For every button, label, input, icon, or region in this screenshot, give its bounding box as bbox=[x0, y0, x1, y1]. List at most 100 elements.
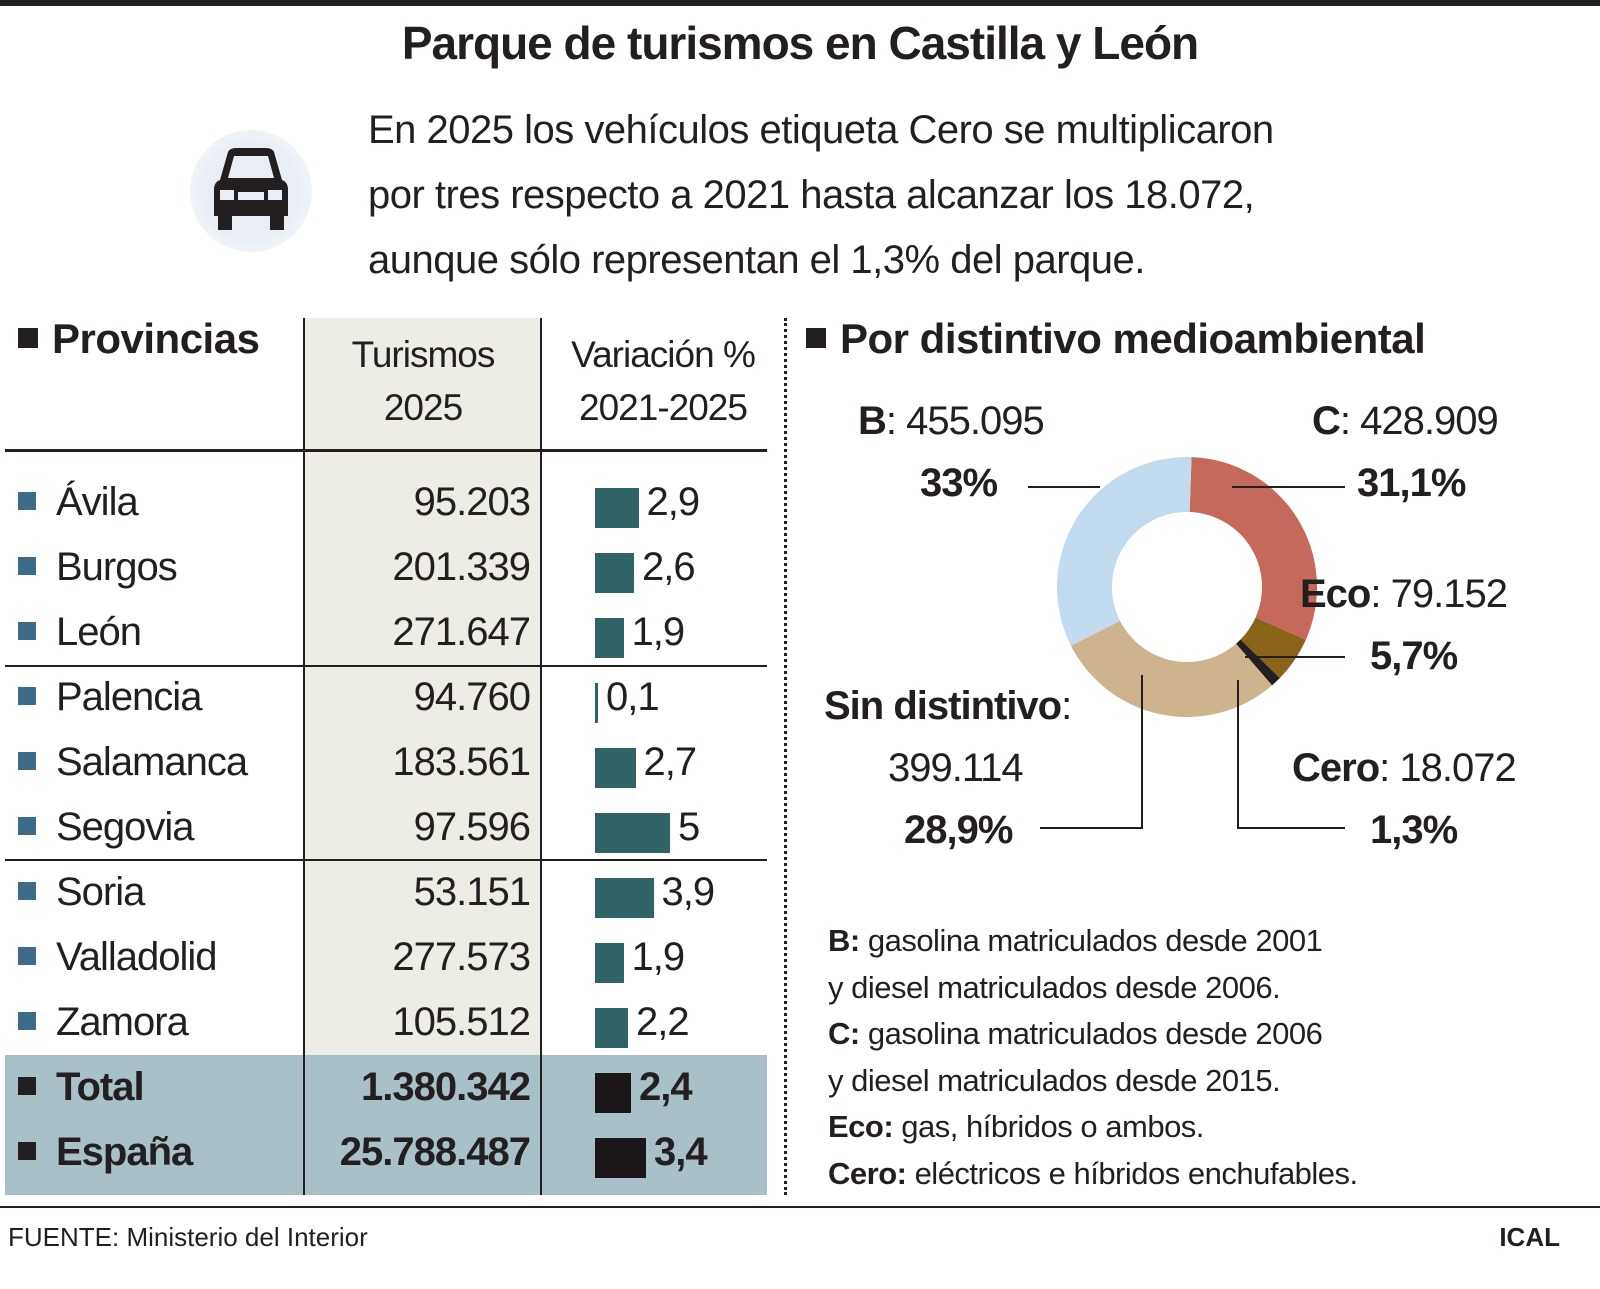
col-header-variacion: Variación % 2021-2025 bbox=[548, 328, 778, 434]
table-row: Total 1.380.342 2,4 bbox=[0, 1057, 770, 1122]
province-name: Palencia bbox=[18, 675, 202, 720]
turismos-value: 25.788.487 bbox=[339, 1130, 531, 1174]
bullet-square-icon bbox=[18, 1012, 36, 1031]
variation-value: 2,4 bbox=[639, 1065, 693, 1109]
table-row: Salamanca 183.561 2,7 bbox=[0, 732, 770, 797]
slice-value: 79.152 bbox=[1390, 572, 1508, 616]
turismos-value: 1.380.342 bbox=[361, 1065, 531, 1109]
variation-value: 2,6 bbox=[642, 545, 696, 589]
bullet-square-icon bbox=[18, 882, 36, 901]
col-header-line: 2021-2025 bbox=[579, 387, 748, 428]
province-name: Zamora bbox=[18, 1000, 189, 1045]
donut-slice-c bbox=[1189, 457, 1318, 640]
province-label: Valladolid bbox=[56, 935, 217, 979]
table-row: Burgos 201.339 2,6 bbox=[0, 537, 770, 602]
table-row: Soria 53.151 3,9 bbox=[0, 862, 770, 927]
table-row: España 25.788.487 3,4 bbox=[0, 1122, 770, 1187]
label-sin: Sin distintivo: 399.114 28,9% bbox=[824, 684, 1072, 852]
variation-value: 2,7 bbox=[643, 740, 698, 784]
note-text: gas, híbridos o ambos. bbox=[893, 1109, 1204, 1144]
col-header-turismos: Turismos 2025 bbox=[305, 328, 541, 434]
note-key: B: bbox=[828, 923, 860, 958]
slice-pct: 5,7% bbox=[1370, 634, 1458, 678]
variation-bar bbox=[595, 683, 598, 723]
variation-value: 0,1 bbox=[606, 675, 660, 719]
bullet-square-icon bbox=[18, 622, 36, 641]
bullet-square-icon bbox=[18, 752, 36, 771]
province-label: León bbox=[56, 610, 142, 654]
slice-value: 455.095 bbox=[906, 399, 1045, 443]
slice-pct: 33% bbox=[920, 461, 998, 505]
note-key: C: bbox=[828, 1016, 860, 1051]
note-text: y diesel matriculados desde 2015. bbox=[828, 1062, 1281, 1098]
intro-line: En 2025 los vehículos etiqueta Cero se m… bbox=[368, 108, 1274, 152]
table-row: Palencia 94.760 0,1 bbox=[0, 667, 770, 732]
heading-text: Provincias bbox=[52, 315, 260, 362]
group-rule bbox=[5, 859, 767, 861]
variation-value: 3,9 bbox=[661, 870, 716, 914]
footer-rule bbox=[0, 1206, 1600, 1208]
car-front-icon bbox=[214, 148, 288, 230]
intro-text: En 2025 los vehículos etiqueta Cero se m… bbox=[368, 98, 1274, 293]
province-label: Zamora bbox=[56, 1000, 189, 1044]
province-name: Soria bbox=[18, 870, 145, 915]
slice-label: C bbox=[1312, 399, 1341, 443]
bullet-square-icon bbox=[18, 1142, 36, 1161]
province-label: Segovia bbox=[56, 805, 195, 849]
slice-pct: 1,3% bbox=[1370, 808, 1458, 852]
note-line: y diesel matriculados desde 2015. bbox=[828, 1058, 1358, 1105]
slice-label: Eco bbox=[1300, 572, 1371, 616]
turismos-value: 183.561 bbox=[392, 740, 531, 784]
variation-bar bbox=[595, 943, 624, 983]
slice-value: 18.072 bbox=[1399, 746, 1516, 790]
note-key: Eco: bbox=[828, 1109, 894, 1144]
turismos-value: 271.647 bbox=[392, 610, 531, 654]
table-row: Segovia 97.596 5 bbox=[0, 797, 770, 862]
car-icon-badge bbox=[190, 130, 312, 252]
provincias-heading: Provincias bbox=[18, 315, 260, 363]
variation-bar bbox=[595, 1138, 646, 1178]
turismos-value: 277.573 bbox=[392, 935, 531, 979]
top-rule bbox=[0, 0, 1600, 6]
note-text: gasolina matriculados desde 2006 bbox=[859, 1016, 1323, 1051]
slice-label: Sin distintivo bbox=[824, 684, 1062, 728]
province-label: Total bbox=[56, 1065, 145, 1109]
note-text: gasolina matriculados desde 2001 bbox=[859, 923, 1323, 958]
variation-value: 5 bbox=[678, 805, 700, 849]
note-line: Eco: gas, híbridos o ambos. bbox=[828, 1104, 1358, 1151]
turismos-value: 105.512 bbox=[392, 1000, 531, 1044]
turismos-value: 95.203 bbox=[413, 480, 531, 524]
bullet-square-icon bbox=[18, 817, 36, 836]
page-title: Parque de turismos en Castilla y León bbox=[401, 17, 1199, 69]
turismos-value: 94.760 bbox=[413, 675, 531, 719]
province-name: Total bbox=[18, 1065, 145, 1110]
bullet-square-icon bbox=[18, 557, 36, 576]
turismos-value: 201.339 bbox=[392, 545, 531, 589]
column-divider bbox=[303, 318, 305, 1195]
variation-value: 2,2 bbox=[636, 1000, 690, 1044]
province-name: León bbox=[18, 610, 142, 655]
group-rule bbox=[5, 665, 767, 667]
donut-slice-b bbox=[1057, 457, 1192, 646]
province-name: Valladolid bbox=[18, 935, 217, 980]
leader-line bbox=[1237, 680, 1345, 829]
slice-label: B bbox=[858, 399, 887, 443]
variation-bar bbox=[595, 813, 670, 853]
bullet-square-icon bbox=[18, 327, 38, 348]
donut-slice-sin-distintivo bbox=[1070, 620, 1273, 717]
variation-bar bbox=[595, 618, 624, 658]
header-rule bbox=[5, 449, 767, 452]
province-name: Segovia bbox=[18, 805, 195, 850]
note-text: eléctricos e híbridos enchufables. bbox=[906, 1155, 1359, 1191]
turismos-value: 53.151 bbox=[413, 870, 531, 914]
slice-pct: 31,1% bbox=[1357, 461, 1466, 505]
variation-value: 1,9 bbox=[631, 935, 686, 979]
table-row: Ávila 95.203 2,9 bbox=[0, 472, 770, 537]
leader-line bbox=[1040, 675, 1143, 829]
col-header-line: Turismos bbox=[351, 334, 496, 375]
distintivo-heading: Por distintivo medioambiental bbox=[806, 315, 1426, 363]
bullet-square-icon bbox=[18, 687, 36, 706]
turismos-value: 97.596 bbox=[413, 805, 531, 849]
